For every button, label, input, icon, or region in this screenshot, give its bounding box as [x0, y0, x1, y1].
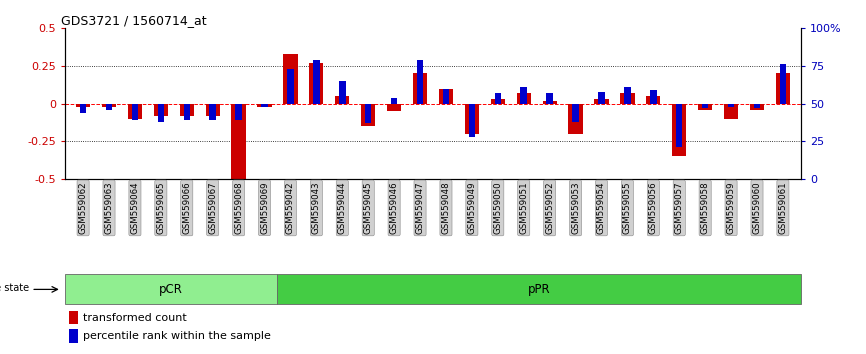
Bar: [68, 311, 78, 324]
Text: GSM559045: GSM559045: [364, 182, 372, 234]
Bar: [184, 104, 190, 120]
Bar: [542, 101, 557, 104]
Bar: [309, 63, 324, 104]
Bar: [391, 98, 397, 104]
Bar: [491, 99, 505, 104]
Bar: [724, 104, 738, 119]
Bar: [520, 87, 527, 104]
Text: transformed count: transformed count: [83, 313, 187, 323]
Text: GSM559043: GSM559043: [312, 182, 321, 234]
Bar: [624, 87, 630, 104]
Text: GSM559061: GSM559061: [779, 182, 787, 234]
Bar: [335, 96, 349, 104]
Text: GSM559057: GSM559057: [675, 182, 684, 234]
Bar: [262, 104, 268, 107]
Text: GSM559047: GSM559047: [416, 182, 424, 234]
Bar: [283, 54, 298, 104]
Text: GSM559044: GSM559044: [338, 182, 346, 234]
Bar: [546, 93, 553, 104]
Text: GSM559062: GSM559062: [79, 182, 87, 234]
Bar: [106, 104, 113, 110]
Text: GSM559050: GSM559050: [494, 182, 502, 234]
Bar: [469, 104, 475, 137]
Text: GDS3721 / 1560714_at: GDS3721 / 1560714_at: [61, 14, 207, 27]
Bar: [387, 104, 401, 111]
Bar: [102, 104, 116, 107]
Bar: [517, 93, 531, 104]
Bar: [698, 104, 712, 110]
Bar: [210, 104, 216, 120]
Bar: [361, 104, 375, 126]
Bar: [236, 104, 242, 120]
Text: GSM559064: GSM559064: [131, 182, 139, 234]
Bar: [620, 93, 635, 104]
Text: GSM559052: GSM559052: [545, 182, 554, 234]
Bar: [753, 104, 760, 108]
Text: GSM559049: GSM559049: [468, 182, 476, 234]
Bar: [776, 74, 790, 104]
Text: GSM559055: GSM559055: [623, 182, 632, 234]
Text: GSM559058: GSM559058: [701, 182, 709, 234]
Bar: [568, 104, 583, 133]
Text: GSM559051: GSM559051: [520, 182, 528, 234]
Bar: [598, 92, 604, 104]
Text: GSM559059: GSM559059: [727, 182, 735, 234]
Bar: [413, 74, 427, 104]
Bar: [257, 104, 272, 107]
Text: GSM559056: GSM559056: [649, 182, 658, 234]
Text: GSM559042: GSM559042: [286, 182, 295, 234]
Text: GSM559048: GSM559048: [442, 182, 450, 234]
Bar: [68, 329, 78, 343]
Bar: [231, 104, 246, 179]
Text: GSM559065: GSM559065: [157, 182, 165, 234]
Bar: [750, 104, 764, 110]
Bar: [313, 60, 320, 104]
Bar: [128, 104, 142, 119]
Text: GSM559053: GSM559053: [571, 182, 580, 234]
Bar: [365, 104, 372, 123]
Bar: [80, 104, 87, 113]
Bar: [132, 104, 139, 120]
Text: percentile rank within the sample: percentile rank within the sample: [83, 331, 271, 341]
Bar: [727, 104, 734, 107]
Text: GSM559066: GSM559066: [182, 182, 191, 234]
Bar: [443, 88, 449, 104]
Bar: [572, 104, 578, 122]
Text: GSM559054: GSM559054: [597, 182, 606, 234]
Text: GSM559046: GSM559046: [390, 182, 398, 234]
Text: GSM559060: GSM559060: [753, 182, 761, 234]
Bar: [676, 104, 682, 147]
Text: pCR: pCR: [159, 283, 183, 296]
Bar: [672, 104, 687, 156]
Text: pPR: pPR: [528, 283, 551, 296]
Text: GSM559069: GSM559069: [260, 182, 269, 234]
Bar: [205, 104, 220, 115]
Bar: [417, 60, 423, 104]
Bar: [594, 99, 609, 104]
Bar: [154, 104, 168, 115]
Text: disease state: disease state: [0, 283, 29, 293]
Bar: [179, 104, 194, 115]
Bar: [158, 104, 164, 122]
Bar: [277, 274, 801, 304]
Bar: [646, 96, 661, 104]
Bar: [439, 88, 453, 104]
Bar: [65, 274, 277, 304]
Text: GSM559068: GSM559068: [234, 182, 243, 234]
Bar: [288, 69, 294, 104]
Bar: [650, 90, 656, 104]
Bar: [702, 104, 708, 108]
Text: GSM559063: GSM559063: [105, 182, 113, 234]
Bar: [779, 64, 786, 104]
Bar: [465, 104, 479, 133]
Text: GSM559067: GSM559067: [208, 182, 217, 234]
Bar: [76, 104, 90, 107]
Bar: [339, 81, 346, 104]
Bar: [494, 93, 501, 104]
